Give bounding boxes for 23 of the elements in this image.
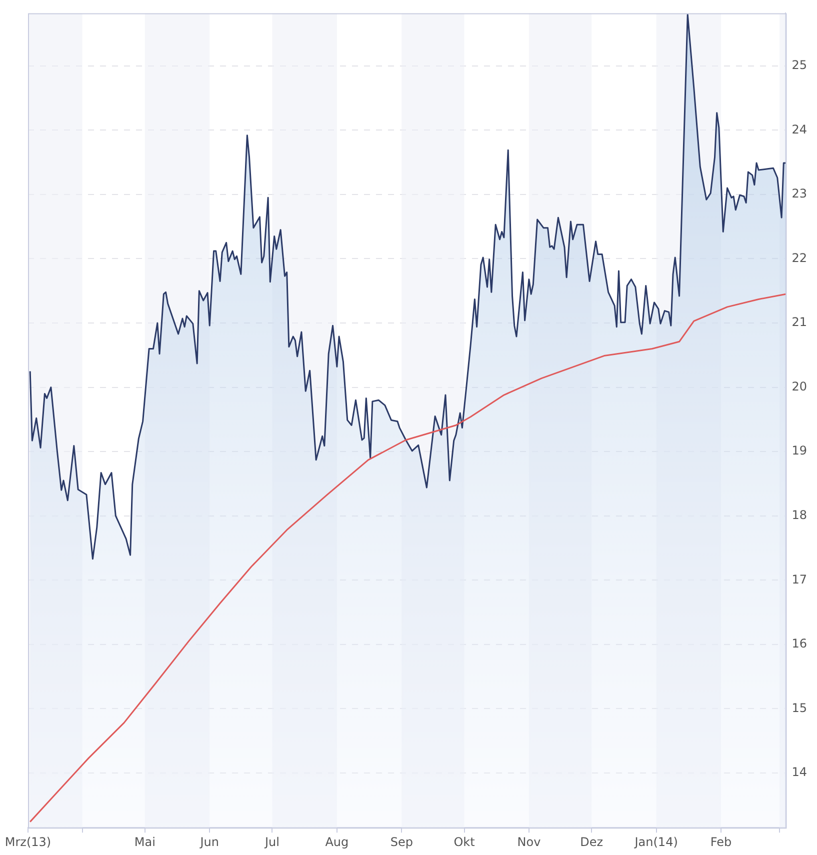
y-tick-label: 25 [792,58,808,72]
x-tick-label: Feb [710,834,732,849]
x-tick-label: Jun [199,834,219,849]
x-tick-label: Jul [264,834,280,849]
x-tick-label: Aug [325,834,349,849]
y-tick-label: 18 [792,508,808,522]
x-tick-label: Dez [580,834,604,849]
y-tick-label: 21 [792,315,808,330]
y-tick-label: 19 [792,444,808,458]
y-tick-label: 23 [792,186,808,201]
y-tick-label: 20 [792,379,808,394]
x-tick-label: Mrz(13) [4,834,52,849]
y-tick-label: 15 [792,700,808,715]
y-tick-label: 17 [792,572,808,586]
x-tick-label: Sep [390,834,413,849]
x-tick-label: Okt [454,834,476,849]
x-tick-label: Nov [517,834,541,849]
x-tick-label: Jan(14) [634,834,678,849]
y-tick-label: 16 [792,636,808,651]
y-tick-label: 22 [792,250,808,265]
x-tick-label: Mai [134,834,156,849]
y-tick-label: 14 [792,765,808,780]
y-tick-label: 24 [792,122,808,136]
